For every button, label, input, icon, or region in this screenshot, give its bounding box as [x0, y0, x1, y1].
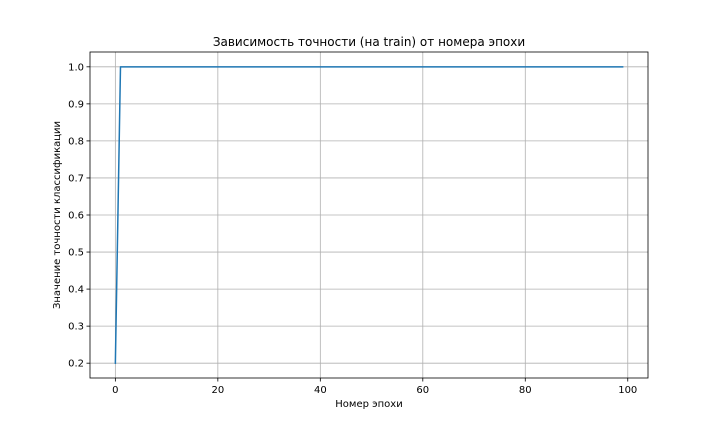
y-tick-label: 0.9 [68, 99, 84, 110]
grid [90, 52, 648, 378]
y-tick-label: 0.2 [68, 359, 84, 370]
y-tick-label: 0.5 [68, 248, 84, 259]
y-axis-label: Значение точности классификации [52, 121, 63, 309]
y-tick-label: 0.7 [68, 173, 84, 184]
y-tick-label: 0.4 [68, 285, 84, 296]
x-axis-label: Номер эпохи [335, 399, 402, 410]
series-layer [114, 66, 624, 364]
x-tick-label: 0 [112, 385, 118, 396]
x-axis: 0 20 40 60 80 100 [112, 378, 637, 396]
accuracy-series-line [114, 66, 624, 364]
y-axis: 0.2 0.3 0.4 0.5 0.6 0.7 0.8 0.9 1.0 [68, 62, 90, 370]
y-tick-label: 0.3 [68, 322, 84, 333]
x-tick-label: 80 [519, 385, 532, 396]
y-tick-label: 1.0 [68, 62, 84, 73]
x-tick-label: 20 [211, 385, 224, 396]
chart-title: Зависимость точности (на train) от номер… [213, 35, 525, 49]
y-tick-label: 0.8 [68, 136, 84, 147]
x-tick-label: 100 [618, 385, 637, 396]
x-tick-label: 60 [416, 385, 429, 396]
y-tick-label: 0.6 [68, 211, 84, 222]
x-tick-label: 40 [314, 385, 327, 396]
